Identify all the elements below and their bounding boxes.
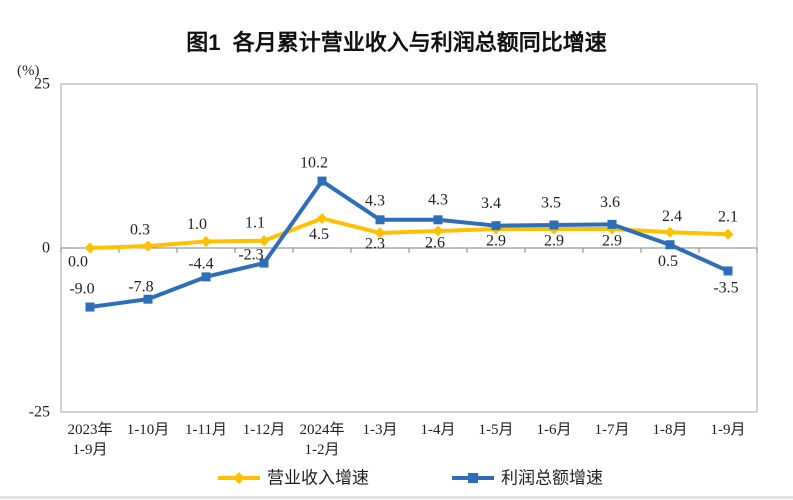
data-label: -4.4 [188,255,213,272]
x-axis-label: 1-10月 [127,422,170,438]
data-label: 1.0 [187,216,207,233]
series-1-group [85,176,733,312]
diamond-marker [722,228,734,240]
diamond-marker [432,225,444,237]
square-marker [665,240,675,250]
square-marker [491,221,501,231]
x-axis-label: 1-11月 [185,422,227,438]
x-axis-label: 2024年 1-2月 [299,421,344,458]
y-axis-tick-label: 25 [34,76,50,93]
x-axis-label: 1-7月 [595,422,630,438]
data-label: -3.5 [713,279,738,296]
data-label: 0.5 [658,253,678,270]
square-marker [201,272,211,282]
diamond-marker [258,235,270,247]
x-axis-label: 1-6月 [537,422,572,438]
data-label: 0.3 [130,222,150,239]
data-label: 1.1 [245,214,265,231]
data-label: 10.2 [300,155,328,172]
data-label: 2.9 [544,232,564,249]
square-marker [317,176,327,186]
x-axis-label: 1-3月 [363,422,398,438]
diamond-marker [664,226,676,238]
square-marker [433,215,443,225]
square-marker [143,294,153,304]
data-label: 3.5 [541,195,561,212]
square-marker [723,266,733,276]
square-marker [549,220,559,230]
square-marker [85,302,95,312]
chart-title: 图1 各月累计营业收入与利润总额同比增速 [186,30,607,55]
data-label: 4.3 [365,192,385,209]
y-axis-tick-label: -25 [29,404,50,421]
x-axis-label: 1-8月 [653,422,688,438]
square-marker [468,473,478,483]
diamond-marker [200,235,212,247]
square-marker [259,258,269,268]
legend-label: 利润总额增速 [501,469,603,488]
legend-item-1: 利润总额增速 [452,469,603,488]
x-axis-label: 1-12月 [243,422,286,438]
x-axis-label: 1-5月 [479,422,514,438]
diamond-marker [233,472,245,484]
data-label: -9.0 [69,281,94,298]
data-label: 0.0 [68,254,88,271]
legend-item-0: 营业收入增速 [218,469,369,488]
diamond-marker [316,212,328,224]
data-label: -2.3 [238,247,263,264]
y-axis-tick-label: 0 [42,240,50,257]
data-label: -7.8 [128,279,153,296]
page-edge-strip [0,496,793,499]
data-label: 2.3 [365,235,385,252]
y-axis-unit-label: (%) [17,63,40,79]
legend-label: 营业收入增速 [267,469,369,488]
series-line [89,179,729,310]
square-marker [607,219,617,229]
data-label: 2.4 [662,208,682,225]
data-label: 2.9 [602,232,622,249]
x-axis-label: 1-4月 [421,422,456,438]
data-label: 3.4 [481,195,501,212]
data-label: 3.6 [600,194,620,211]
data-label: 4.5 [309,226,329,243]
data-label: 2.6 [425,234,445,251]
x-axis-label: 1-9月 [711,422,746,438]
diamond-marker [84,242,96,254]
diamond-marker [374,227,386,239]
data-label: 2.1 [718,209,738,226]
data-label: 2.9 [486,232,506,249]
data-label: 4.3 [428,191,448,208]
x-axis-label: 2023年 1-9月 [67,421,112,458]
square-marker [375,215,385,225]
diamond-marker [142,240,154,252]
